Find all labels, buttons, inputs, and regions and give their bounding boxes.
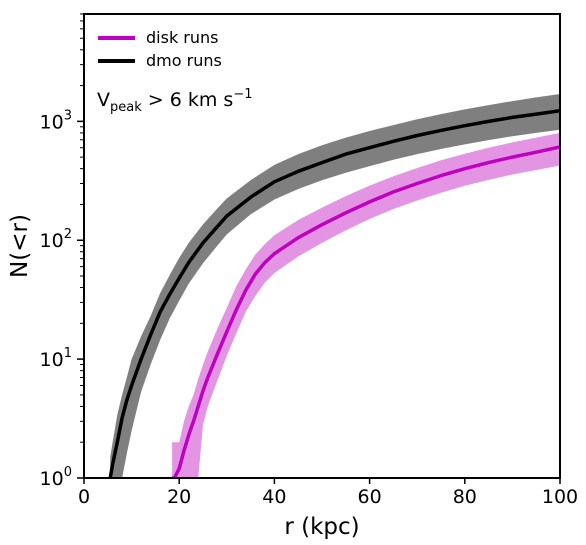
x-tick-label: 60	[358, 486, 382, 508]
x-tick-label: 80	[453, 486, 477, 508]
y-axis: 100 101 102 103	[40, 13, 84, 490]
legend-label-disk: disk runs	[146, 28, 218, 47]
vpeak-v: V	[97, 89, 110, 111]
vpeak-annotation: Vpeak > 6 km s−1	[97, 87, 253, 115]
dmo-runs-median-line	[108, 108, 560, 478]
legend: disk runs dmo runs	[98, 28, 222, 70]
plot-layer	[108, 94, 560, 478]
x-axis: 0 20 40 60 80 100	[78, 478, 578, 508]
disk-runs-scatter-band	[172, 132, 560, 478]
plot-area	[108, 94, 560, 478]
x-tick-label: 0	[78, 486, 90, 508]
disk-runs-median-line	[172, 145, 560, 478]
legend-label-dmo: dmo runs	[146, 51, 222, 70]
x-tick-label: 100	[542, 486, 578, 508]
vpeak-superscript: −1	[233, 87, 252, 102]
vpeak-text: > 6 km s	[142, 89, 234, 111]
y-tick-label: 102	[40, 227, 72, 252]
y-tick-label: 100	[40, 465, 72, 490]
y-axis-label: N(<r)	[7, 214, 33, 278]
x-tick-label: 40	[262, 486, 286, 508]
vpeak-subscript: peak	[110, 100, 142, 115]
plot-frame	[83, 13, 561, 479]
y-tick-label: 101	[40, 346, 72, 371]
dmo-runs-scatter-band	[110, 94, 560, 478]
x-axis-label: r (kpc)	[284, 514, 359, 540]
y-tick-label: 103	[40, 108, 72, 133]
x-tick-label: 20	[167, 486, 191, 508]
